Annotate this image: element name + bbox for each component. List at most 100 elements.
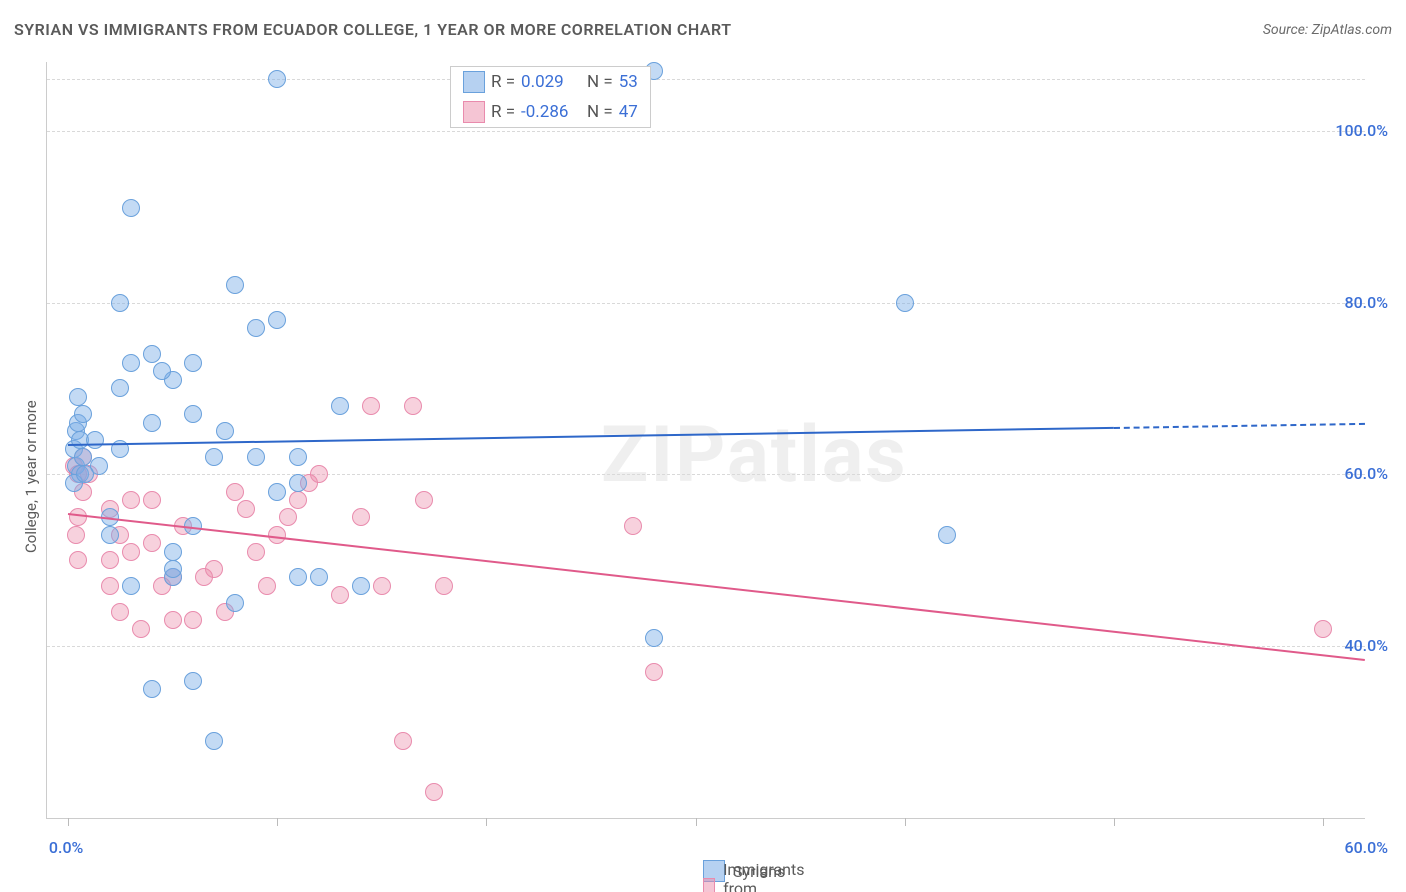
scatter-point-ecuador bbox=[435, 577, 453, 595]
scatter-point-syrian bbox=[226, 594, 244, 612]
gridline bbox=[47, 474, 1365, 475]
scatter-point-syrian bbox=[164, 560, 182, 578]
scatter-point-ecuador bbox=[247, 543, 265, 561]
scatter-point-syrian bbox=[331, 397, 349, 415]
scatter-point-syrian bbox=[122, 199, 140, 217]
scatter-point-ecuador bbox=[67, 526, 85, 544]
watermark-text: ZIPatlas bbox=[601, 410, 908, 501]
y-axis-label: College, 1 year or more bbox=[22, 401, 40, 554]
y-tick-label: 80.0% bbox=[1344, 293, 1388, 312]
scatter-point-syrian bbox=[226, 276, 244, 294]
scatter-point-syrian bbox=[216, 422, 234, 440]
scatter-point-syrian bbox=[247, 319, 265, 337]
legend-swatch bbox=[463, 101, 485, 123]
scatter-point-ecuador bbox=[122, 543, 140, 561]
scatter-plot-area: ZIPatlas bbox=[46, 62, 1365, 819]
scatter-point-syrian bbox=[268, 70, 286, 88]
scatter-point-ecuador bbox=[143, 491, 161, 509]
scatter-point-syrian bbox=[153, 362, 171, 380]
scatter-point-ecuador bbox=[69, 508, 87, 526]
scatter-point-syrian bbox=[164, 543, 182, 561]
legend-r-label: R = bbox=[491, 102, 515, 122]
scatter-point-syrian bbox=[268, 483, 286, 501]
scatter-point-syrian bbox=[111, 294, 129, 312]
scatter-point-ecuador bbox=[69, 551, 87, 569]
scatter-point-ecuador bbox=[289, 491, 307, 509]
scatter-point-syrian bbox=[143, 345, 161, 363]
gridline bbox=[47, 131, 1365, 132]
scatter-point-syrian bbox=[86, 431, 104, 449]
legend-n-value: 47 bbox=[619, 102, 638, 122]
scatter-point-ecuador bbox=[279, 508, 297, 526]
scatter-point-ecuador bbox=[143, 534, 161, 552]
scatter-point-ecuador bbox=[425, 783, 443, 801]
source-attribution: Source: ZipAtlas.com bbox=[1263, 22, 1392, 38]
scatter-point-ecuador bbox=[362, 397, 380, 415]
x-tick bbox=[68, 818, 69, 826]
scatter-point-syrian bbox=[938, 526, 956, 544]
scatter-point-syrian bbox=[289, 448, 307, 466]
legend-r-value: -0.286 bbox=[521, 102, 581, 122]
scatter-point-ecuador bbox=[122, 491, 140, 509]
x-tick bbox=[696, 818, 697, 826]
x-tick bbox=[277, 818, 278, 826]
correlation-stats-legend: R = 0.029 N = 53 R = -0.286 N = 47 bbox=[450, 66, 651, 128]
legend-n-value: 53 bbox=[619, 72, 638, 92]
gridline bbox=[47, 646, 1365, 647]
scatter-point-syrian bbox=[143, 414, 161, 432]
scatter-point-ecuador bbox=[404, 397, 422, 415]
scatter-point-ecuador bbox=[415, 491, 433, 509]
legend-swatch bbox=[703, 878, 715, 892]
legend-r-value: 0.029 bbox=[521, 72, 581, 92]
scatter-point-ecuador bbox=[184, 611, 202, 629]
y-tick-label: 100.0% bbox=[1335, 121, 1388, 140]
x-tick bbox=[905, 818, 906, 826]
scatter-point-syrian bbox=[143, 680, 161, 698]
scatter-point-syrian bbox=[184, 354, 202, 372]
scatter-point-ecuador bbox=[101, 577, 119, 595]
scatter-point-syrian bbox=[310, 568, 328, 586]
scatter-point-syrian bbox=[268, 311, 286, 329]
scatter-point-syrian bbox=[122, 577, 140, 595]
scatter-point-ecuador bbox=[624, 517, 642, 535]
series-legend-label: Immigrants from Ecuador bbox=[723, 860, 814, 892]
scatter-point-ecuador bbox=[352, 508, 370, 526]
scatter-point-syrian bbox=[122, 354, 140, 372]
scatter-point-ecuador bbox=[394, 732, 412, 750]
series-legend-item: Immigrants from Ecuador bbox=[703, 860, 814, 892]
scatter-point-ecuador bbox=[645, 663, 663, 681]
scatter-point-syrian bbox=[247, 448, 265, 466]
scatter-point-ecuador bbox=[101, 551, 119, 569]
scatter-point-syrian bbox=[645, 629, 663, 647]
x-tick-label: 60.0% bbox=[1344, 838, 1388, 857]
scatter-point-ecuador bbox=[258, 577, 276, 595]
scatter-point-syrian bbox=[205, 448, 223, 466]
scatter-point-ecuador bbox=[237, 500, 255, 518]
scatter-point-syrian bbox=[69, 388, 87, 406]
scatter-point-syrian bbox=[76, 465, 94, 483]
y-tick-label: 60.0% bbox=[1344, 464, 1388, 483]
scatter-point-syrian bbox=[184, 405, 202, 423]
scatter-point-syrian bbox=[111, 379, 129, 397]
gridline bbox=[47, 79, 1365, 80]
scatter-point-syrian bbox=[184, 672, 202, 690]
scatter-point-ecuador bbox=[205, 560, 223, 578]
scatter-point-ecuador bbox=[111, 603, 129, 621]
scatter-point-syrian bbox=[896, 294, 914, 312]
scatter-point-ecuador bbox=[373, 577, 391, 595]
scatter-point-syrian bbox=[289, 474, 307, 492]
legend-n-label: N = bbox=[587, 102, 613, 122]
scatter-point-ecuador bbox=[1314, 620, 1332, 638]
gridline bbox=[47, 303, 1365, 304]
y-tick-label: 40.0% bbox=[1344, 636, 1388, 655]
scatter-point-syrian bbox=[74, 448, 92, 466]
legend-stats-row: R = 0.029 N = 53 bbox=[451, 67, 650, 97]
x-tick bbox=[1114, 818, 1115, 826]
scatter-point-syrian bbox=[74, 405, 92, 423]
scatter-point-syrian bbox=[352, 577, 370, 595]
x-tick bbox=[1323, 818, 1324, 826]
scatter-point-ecuador bbox=[132, 620, 150, 638]
scatter-point-ecuador bbox=[226, 483, 244, 501]
legend-r-label: R = bbox=[491, 72, 515, 92]
legend-n-label: N = bbox=[587, 72, 613, 92]
